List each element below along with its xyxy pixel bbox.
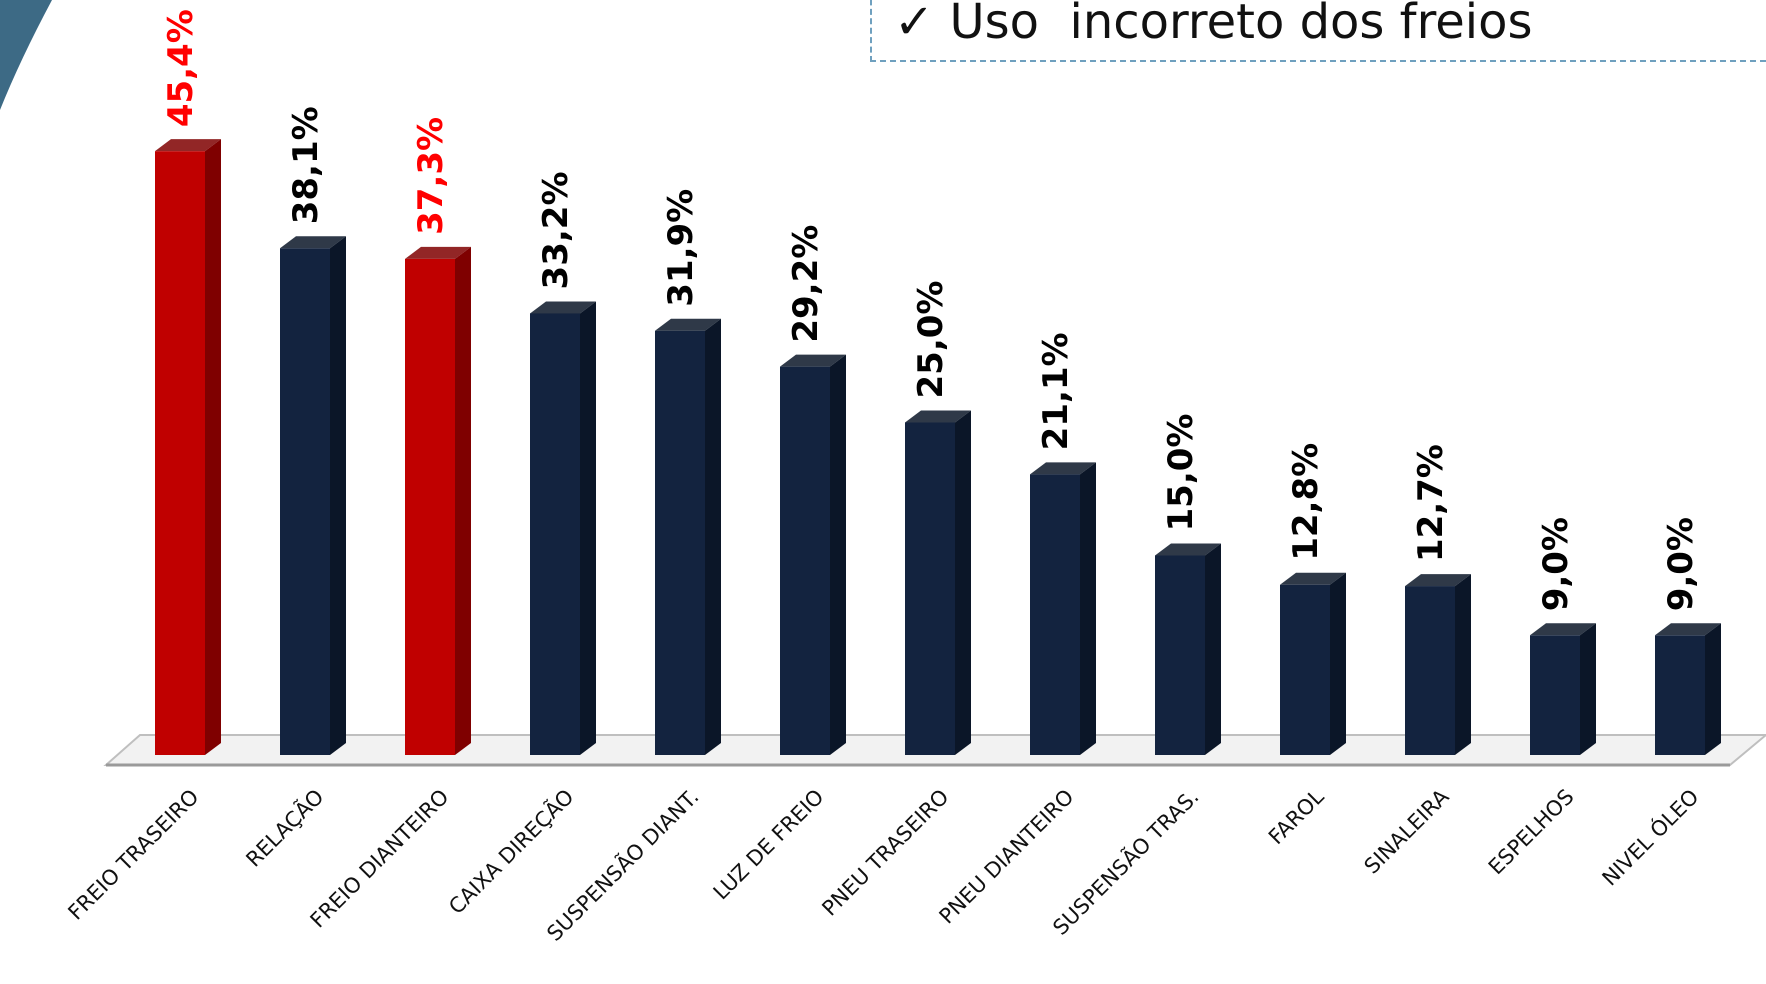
callout-box: ✓ Uso incorreto dos freios (870, 0, 1766, 62)
bar-front (530, 313, 580, 755)
bar (1655, 623, 1721, 755)
bar-front (405, 258, 455, 755)
category-label: SINALEIRA (1360, 784, 1454, 878)
bar-side (205, 139, 221, 755)
bar (905, 410, 971, 755)
bar-top (1280, 572, 1346, 585)
bar-side (1580, 623, 1596, 755)
bar (280, 236, 346, 755)
bar-front (905, 422, 955, 755)
bar-side (705, 318, 721, 755)
corner-decoration (0, 0, 52, 110)
bar-front (155, 151, 205, 755)
bar-front (780, 366, 830, 755)
category-label: FREIO DIANTEIRO (306, 785, 454, 933)
bar-front (280, 248, 330, 755)
bar-top (1530, 623, 1596, 636)
bar-front (1530, 635, 1580, 755)
bar-side (1205, 543, 1221, 755)
bar-top (530, 301, 596, 314)
data-label: 9,0% (1536, 517, 1576, 611)
bar-side (1455, 574, 1471, 755)
value-labels-group: 45,4% 38,1% 37,3% 33,2% 31,9% 29,2% 25,0% 21,1%… (161, 9, 1701, 611)
bar (1405, 574, 1471, 755)
category-label: NIVEL ÓLEO (1597, 784, 1704, 891)
data-label: 25,0% (911, 281, 951, 399)
bar (1530, 623, 1596, 755)
bar-top (1405, 574, 1471, 587)
bar (1030, 462, 1096, 755)
bar-side (830, 354, 846, 755)
bar-front (1030, 474, 1080, 755)
data-label: 33,2% (536, 171, 576, 289)
category-label: PNEU TRASEIRO (817, 785, 953, 921)
bar-top (280, 236, 346, 249)
data-label: 29,2% (786, 225, 826, 343)
bar (1280, 572, 1346, 755)
category-label: PNEU DIANTEIRO (935, 785, 1079, 929)
callout-text: ✓ Uso incorreto dos freios (894, 0, 1533, 50)
bar-top (905, 410, 971, 423)
bar (405, 246, 471, 755)
bars-group (155, 139, 1721, 755)
bar (780, 354, 846, 755)
data-label: 21,1% (1036, 332, 1076, 450)
data-label: 38,1% (286, 106, 326, 224)
category-label: LUZ DE FREIO (709, 785, 829, 905)
bar-top (405, 246, 471, 259)
bar-top (1030, 462, 1096, 475)
category-label: ESPELHOS (1484, 785, 1579, 880)
bar-side (330, 236, 346, 755)
data-label: 15,0% (1161, 414, 1201, 532)
bar-side (1330, 572, 1346, 755)
category-label: FAROL (1264, 784, 1329, 849)
bar (655, 318, 721, 755)
data-label: 31,9% (661, 189, 701, 307)
bar-top (655, 318, 721, 331)
data-label: 12,8% (1286, 443, 1326, 561)
category-label: RELAÇÃO (240, 783, 329, 872)
bar (155, 139, 221, 755)
bar-side (955, 410, 971, 755)
bar-side (455, 246, 471, 755)
bar-top (1155, 543, 1221, 556)
bar-top (780, 354, 846, 367)
bar-side (580, 301, 596, 755)
bar-side (1080, 462, 1096, 755)
bar-front (1655, 635, 1705, 755)
bar (1155, 543, 1221, 755)
bar-top (155, 139, 221, 152)
bar-front (655, 330, 705, 755)
bar-top (1655, 623, 1721, 636)
data-label: 12,7% (1411, 444, 1451, 562)
bar-front (1405, 586, 1455, 755)
bar-front (1280, 584, 1330, 755)
data-label: 45,4% (161, 9, 201, 127)
category-label: CAIXA DIREÇÃO (443, 783, 579, 919)
category-label: FREIO TRASEIRO (63, 785, 203, 925)
data-label: 37,3% (411, 117, 451, 235)
data-label: 9,0% (1661, 517, 1701, 611)
bar (530, 301, 596, 755)
bar-front (1155, 555, 1205, 755)
bar-side (1705, 623, 1721, 755)
